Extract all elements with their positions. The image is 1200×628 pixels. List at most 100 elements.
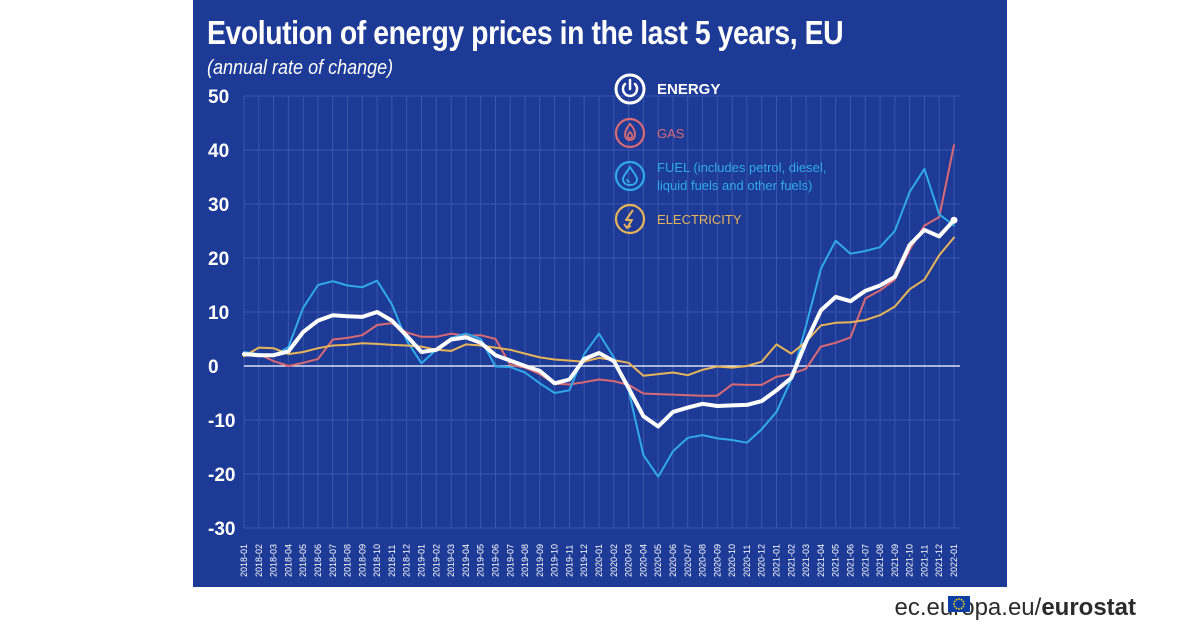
legend-label: ENERGY: [657, 81, 720, 98]
y-tick-label: 50: [208, 87, 229, 108]
source-link[interactable]: ec.europa.eu/eurostat: [895, 594, 1136, 622]
lightning-icon: [623, 209, 634, 230]
flag-star: [960, 598, 963, 601]
series-line-electricity: [243, 236, 955, 377]
flag-star: [955, 607, 958, 610]
legend-ring: [614, 73, 646, 105]
eu-flag-icon: [948, 596, 970, 612]
y-tick-label: -20: [208, 465, 235, 486]
x-tick-label: 2019-04: [461, 544, 471, 577]
legend-ring: [614, 117, 646, 149]
series-line-gas: [243, 144, 955, 397]
energy-end-point: [950, 216, 958, 224]
x-tick-label: 2021-04: [816, 544, 826, 577]
legend-item-fuel: FUEL (includes petrol, diesel, liquid fue…: [614, 160, 826, 193]
y-tick-label: -30: [208, 519, 235, 540]
flag-star: [963, 603, 965, 605]
flag-star: [953, 600, 956, 603]
y-tick-label: 40: [208, 141, 229, 162]
legend-label: liquid fuels and other fuels): [657, 178, 812, 193]
flag-star: [958, 608, 960, 610]
x-tick-label: 2020-04: [638, 544, 648, 577]
flag-star: [958, 598, 960, 600]
x-tick-label: 2019-11: [564, 545, 574, 577]
flag-star: [962, 600, 965, 603]
chart-panel: [193, 0, 1007, 628]
x-tick-label: 2021-12: [934, 544, 944, 577]
x-tick-label: 2020-10: [727, 544, 737, 577]
y-tick-label: 20: [208, 249, 229, 270]
series-lines: [242, 144, 958, 478]
x-tick-label: 2018-12: [402, 544, 412, 577]
x-tick-label: 2020-03: [624, 544, 634, 577]
x-tick-label: 2020-06: [668, 544, 678, 577]
flag-star: [953, 603, 955, 605]
legend-item-gas: GAS: [614, 117, 685, 149]
y-axis: -30 -20 -10 0 10 20 30 40 50: [208, 87, 235, 540]
x-tick-label: 2019-05: [476, 544, 486, 577]
power-icon: [621, 78, 639, 98]
x-tick-label: 2021-07: [860, 544, 870, 577]
x-tick-label: 2019-10: [550, 544, 560, 577]
grid: [243, 95, 960, 529]
x-tick-label: 2019-03: [446, 544, 456, 577]
x-tick-label: 2019-02: [431, 544, 441, 577]
x-axis: 2018-01 2018-02 2018-03 2018-04 2018-05 2018-…: [239, 544, 959, 577]
series-line-fuel: [243, 167, 955, 478]
legend: ENERGY GAS FUEL (includes petrol, diesel, l…: [614, 73, 826, 235]
droplet-icon: [621, 165, 639, 187]
x-tick-label: 2021-06: [845, 544, 855, 577]
legend-item-energy: ENERGY: [614, 73, 720, 105]
x-tick-label: 2018-08: [343, 544, 353, 577]
y-tick-label: -10: [208, 411, 235, 432]
x-tick-label: 2020-08: [698, 544, 708, 577]
x-tick-label: 2018-11: [387, 545, 397, 577]
series-line-energy: [242, 218, 956, 429]
x-tick-label: 2018-09: [357, 544, 367, 577]
x-tick-label: 2020-02: [609, 544, 619, 577]
y-tick-label: 30: [208, 195, 229, 216]
legend-item-electricity: ELECTRICITY: [614, 203, 742, 235]
x-tick-label: 2018-07: [328, 544, 338, 577]
x-tick-label: 2019-01: [417, 544, 427, 577]
x-tick-label: 2021-03: [801, 544, 811, 577]
x-tick-label: 2021-11: [919, 545, 929, 577]
chart-title: Evolution of energy prices in the last 5…: [207, 14, 844, 51]
x-tick-label: 2022-01: [949, 544, 959, 577]
x-tick-label: 2018-05: [298, 544, 308, 577]
footer-bar: [193, 587, 1007, 628]
x-tick-label: 2019-08: [520, 544, 530, 577]
x-tick-label: 2018-06: [313, 544, 323, 577]
x-tick-label: 2021-01: [772, 544, 782, 577]
x-tick-label: 2019-12: [579, 544, 589, 577]
x-tick-label: 2021-08: [875, 544, 885, 577]
legend-label: ELECTRICITY: [657, 212, 742, 227]
x-tick-label: 2021-05: [831, 544, 841, 577]
flag-star: [955, 598, 958, 601]
legend-label: FUEL (includes petrol, diesel,: [657, 160, 826, 175]
x-tick-label: 2021-02: [786, 544, 796, 577]
chart-subtitle: (annual rate of change): [207, 57, 394, 79]
legend-ring: [614, 160, 646, 192]
x-tick-label: 2020-12: [757, 544, 767, 577]
x-tick-label: 2019-07: [505, 544, 515, 577]
x-tick-label: 2019-09: [535, 544, 545, 577]
x-tick-label: 2021-10: [905, 544, 915, 577]
legend-label: GAS: [657, 126, 685, 141]
x-tick-label: 2021-09: [890, 544, 900, 577]
x-tick-label: 2018-03: [269, 544, 279, 577]
x-tick-label: 2018-04: [283, 544, 293, 577]
x-tick-label: 2018-10: [372, 544, 382, 577]
legend-ring: [614, 203, 646, 235]
y-tick-label: 0: [208, 357, 219, 378]
x-tick-label: 2020-05: [653, 544, 663, 577]
x-tick-label: 2020-07: [683, 544, 693, 577]
x-tick-label: 2020-01: [594, 544, 604, 577]
flag-star: [962, 605, 965, 608]
flag-star: [960, 607, 963, 610]
x-tick-label: 2018-02: [254, 544, 264, 577]
y-tick-label: 10: [208, 303, 229, 324]
flag-star: [953, 605, 956, 608]
